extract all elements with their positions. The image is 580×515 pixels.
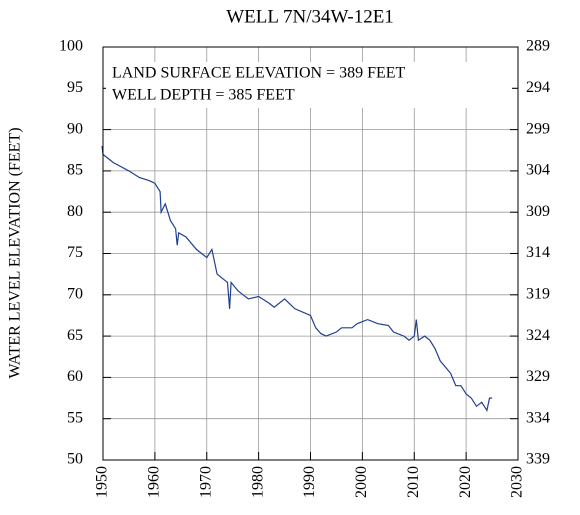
data-line [101,146,493,412]
y2-tick-label: 309 [526,203,550,220]
y2-tick-label: 319 [526,285,550,302]
y2-tick-label: 334 [526,409,550,426]
y2-tick-label: 324 [526,327,550,344]
y2-tick-label: 299 [526,120,550,137]
y2-tick-label: 294 [526,79,550,96]
x-tick-label: 1950 [94,466,111,498]
x-tick-label: 1990 [301,466,318,498]
y-tick-label: 50 [67,451,83,468]
y-axis-label: WATER LEVEL ELEVATION (FEET) [7,127,24,378]
y-tick-label: 85 [67,162,83,179]
y-tick-label: 60 [67,368,83,385]
x-tick-label: 2030 [509,466,526,498]
y-tick-label: 95 [67,79,83,96]
x-tick-label: 1980 [249,466,266,498]
plot-frame [102,46,519,461]
y-tick-label: 80 [67,203,83,220]
x-tick-label: 1970 [197,466,214,498]
y2-tick-label: 329 [526,368,550,385]
y-tick-label: 65 [67,327,83,344]
y2-tick-label: 304 [526,162,550,179]
annotation: WELL DEPTH = 385 FEET [112,87,295,104]
y-tick-label: 70 [67,285,83,302]
annotation-box [106,62,512,108]
y-tick-label: 75 [67,244,83,261]
y2-tick-label: 289 [526,38,550,55]
x-tick-label: 2010 [405,466,422,498]
y-tick-label: 100 [59,38,83,55]
x-tick-label: 1960 [146,466,163,498]
x-tick-label: 2000 [353,466,370,498]
annotation: LAND SURFACE ELEVATION = 389 FEET [112,65,406,82]
y-tick-label: 90 [67,120,83,137]
y2-tick-label: 339 [526,451,550,468]
x-tick-label: 2020 [457,466,474,498]
chart-title: WELL 7N/34W-12E1 [226,6,394,27]
y2-tick-label: 314 [526,244,550,261]
y-tick-label: 55 [67,409,83,426]
